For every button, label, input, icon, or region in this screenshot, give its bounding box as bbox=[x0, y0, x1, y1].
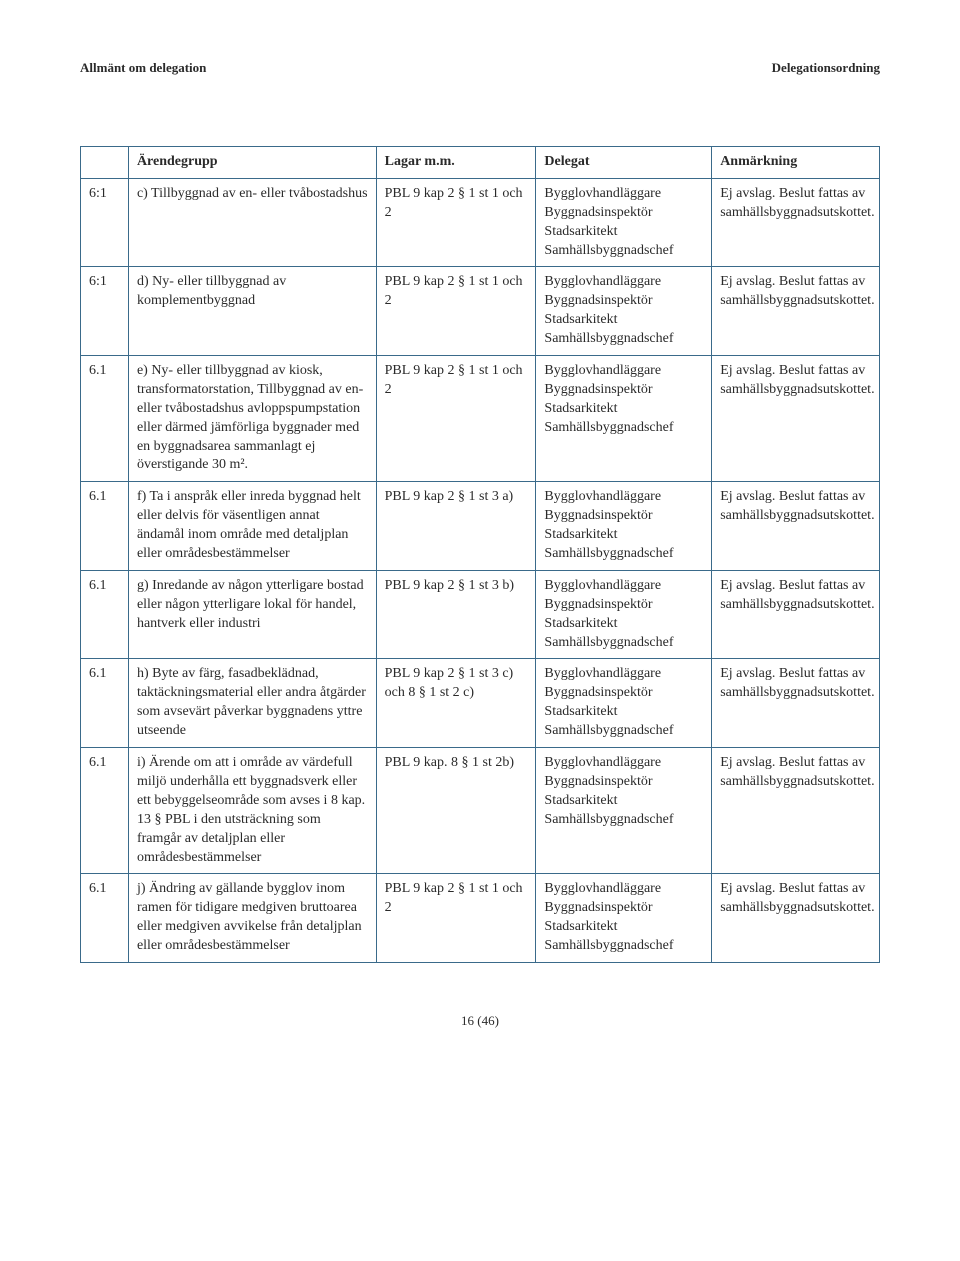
table-row: 6.1g) Inredande av någon ytterligare bos… bbox=[81, 570, 880, 659]
cell-id: 6.1 bbox=[81, 874, 129, 963]
cell-delegat: Bygglovhandläggare Byggnadsinspektör Sta… bbox=[536, 570, 712, 659]
cell-lagar: PBL 9 kap. 8 § 1 st 2b) bbox=[376, 748, 536, 874]
table-header-row: Ärendegrupp Lagar m.m. Delegat Anmärknin… bbox=[81, 147, 880, 179]
cell-lagar: PBL 9 kap 2 § 1 st 1 och 2 bbox=[376, 178, 536, 267]
cell-id: 6.1 bbox=[81, 570, 129, 659]
cell-anmarkning: Ej avslag. Beslut fattas av samhällsbygg… bbox=[712, 482, 880, 571]
cell-anmarkning: Ej avslag. Beslut fattas av samhällsbygg… bbox=[712, 748, 880, 874]
col-id bbox=[81, 147, 129, 179]
cell-lagar: PBL 9 kap 2 § 1 st 1 och 2 bbox=[376, 267, 536, 356]
header-right: Delegationsordning bbox=[772, 60, 880, 76]
col-arendegrupp: Ärendegrupp bbox=[128, 147, 376, 179]
table-row: 6:1c) Tillbyggnad av en- eller tvåbostad… bbox=[81, 178, 880, 267]
cell-anmarkning: Ej avslag. Beslut fattas av samhällsbygg… bbox=[712, 178, 880, 267]
delegation-table: Ärendegrupp Lagar m.m. Delegat Anmärknin… bbox=[80, 146, 880, 963]
table-row: 6:1d) Ny- eller tillbyggnad av komplemen… bbox=[81, 267, 880, 356]
cell-lagar: PBL 9 kap 2 § 1 st 3 c) och 8 § 1 st 2 c… bbox=[376, 659, 536, 748]
cell-id: 6:1 bbox=[81, 178, 129, 267]
cell-anmarkning: Ej avslag. Beslut fattas av samhällsbygg… bbox=[712, 874, 880, 963]
table-row: 6.1j) Ändring av gällande bygglov inom r… bbox=[81, 874, 880, 963]
cell-id: 6.1 bbox=[81, 748, 129, 874]
col-anmarkning: Anmärkning bbox=[712, 147, 880, 179]
cell-delegat: Bygglovhandläggare Byggnadsinspektör Sta… bbox=[536, 356, 712, 482]
cell-anmarkning: Ej avslag. Beslut fattas av samhällsbygg… bbox=[712, 659, 880, 748]
page-footer: 16 (46) bbox=[80, 1013, 880, 1029]
cell-arendegrupp: e) Ny- eller tillbyggnad av kiosk, trans… bbox=[128, 356, 376, 482]
cell-delegat: Bygglovhandläggare Byggnadsinspektör Sta… bbox=[536, 748, 712, 874]
cell-lagar: PBL 9 kap 2 § 1 st 3 a) bbox=[376, 482, 536, 571]
header-left: Allmänt om delegation bbox=[80, 60, 206, 76]
col-delegat: Delegat bbox=[536, 147, 712, 179]
cell-arendegrupp: j) Ändring av gällande bygglov inom rame… bbox=[128, 874, 376, 963]
cell-lagar: PBL 9 kap 2 § 1 st 3 b) bbox=[376, 570, 536, 659]
table-row: 6.1i) Ärende om att i område av värdeful… bbox=[81, 748, 880, 874]
cell-delegat: Bygglovhandläggare Byggnadsinspektör Sta… bbox=[536, 178, 712, 267]
cell-delegat: Bygglovhandläggare Byggnadsinspektör Sta… bbox=[536, 482, 712, 571]
col-lagar: Lagar m.m. bbox=[376, 147, 536, 179]
table-row: 6.1e) Ny- eller tillbyggnad av kiosk, tr… bbox=[81, 356, 880, 482]
cell-id: 6.1 bbox=[81, 356, 129, 482]
cell-delegat: Bygglovhandläggare Byggnadsinspektör Sta… bbox=[536, 267, 712, 356]
cell-arendegrupp: g) Inredande av någon ytterligare bostad… bbox=[128, 570, 376, 659]
cell-arendegrupp: d) Ny- eller tillbyggnad av komplementby… bbox=[128, 267, 376, 356]
cell-id: 6:1 bbox=[81, 267, 129, 356]
page-header: Allmänt om delegation Delegationsordning bbox=[80, 60, 880, 76]
cell-id: 6.1 bbox=[81, 659, 129, 748]
cell-anmarkning: Ej avslag. Beslut fattas av samhällsbygg… bbox=[712, 267, 880, 356]
cell-lagar: PBL 9 kap 2 § 1 st 1 och 2 bbox=[376, 874, 536, 963]
cell-anmarkning: Ej avslag. Beslut fattas av samhällsbygg… bbox=[712, 570, 880, 659]
cell-arendegrupp: h) Byte av färg, fasadbeklädnad, taktäck… bbox=[128, 659, 376, 748]
table-row: 6.1f) Ta i anspråk eller inreda byggnad … bbox=[81, 482, 880, 571]
cell-anmarkning: Ej avslag. Beslut fattas av samhällsbygg… bbox=[712, 356, 880, 482]
cell-delegat: Bygglovhandläggare Byggnadsinspektör Sta… bbox=[536, 659, 712, 748]
cell-lagar: PBL 9 kap 2 § 1 st 1 och 2 bbox=[376, 356, 536, 482]
cell-delegat: Bygglovhandläggare Byggnadsinspektör Sta… bbox=[536, 874, 712, 963]
cell-arendegrupp: f) Ta i anspråk eller inreda byggnad hel… bbox=[128, 482, 376, 571]
cell-arendegrupp: c) Tillbyggnad av en- eller tvåbostadshu… bbox=[128, 178, 376, 267]
cell-id: 6.1 bbox=[81, 482, 129, 571]
table-row: 6.1h) Byte av färg, fasadbeklädnad, takt… bbox=[81, 659, 880, 748]
cell-arendegrupp: i) Ärende om att i område av värdefull m… bbox=[128, 748, 376, 874]
